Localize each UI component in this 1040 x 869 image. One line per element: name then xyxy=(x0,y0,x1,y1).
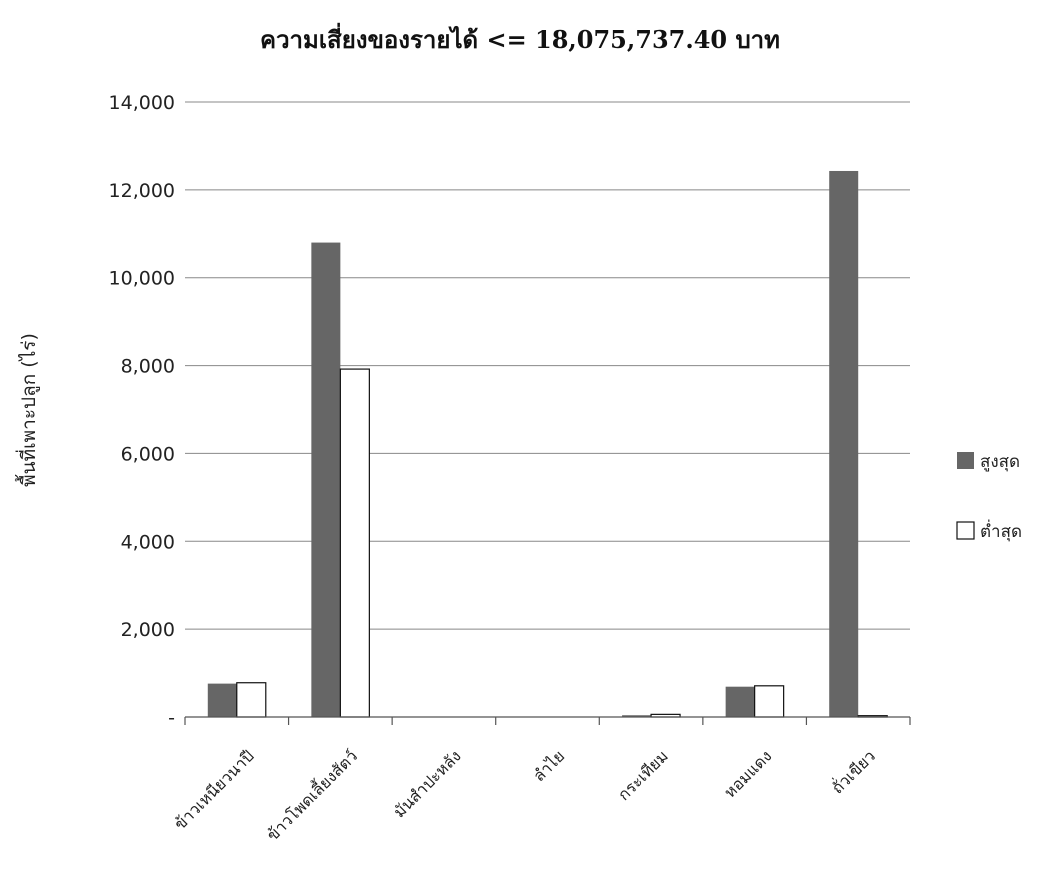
y-tick-label: 8,000 xyxy=(121,356,175,378)
x-tick-label: หอมแดง xyxy=(720,746,775,801)
y-tick-label: 6,000 xyxy=(121,443,175,465)
y-tick-label: 2,000 xyxy=(121,619,175,641)
x-tick-label: ข้าวโพดเลี้ยงสัตว์ xyxy=(261,745,361,845)
bar-max-5 xyxy=(725,686,755,717)
y-tick-label: 12,000 xyxy=(109,180,175,202)
bar-min-1 xyxy=(339,368,370,718)
legend-swatch-min xyxy=(956,521,975,540)
bar-layer xyxy=(207,170,888,718)
chart-title: ความเสี่ยงของรายได้ <= 18,075,737.40 บาท xyxy=(260,22,780,54)
x-tick-label: ลำไย xyxy=(529,746,568,785)
legend: สูงสุดต่ำสุด xyxy=(956,452,1022,542)
legend-swatch-max xyxy=(957,452,974,469)
bar-min-5 xyxy=(754,685,785,718)
y-tick-label: 4,000 xyxy=(121,531,175,553)
y-axis-label: พื้นที่เพาะปลูก (ไร่) xyxy=(15,333,40,487)
y-tick-label: 10,000 xyxy=(109,268,175,290)
x-tick-label: กระเทียม xyxy=(614,746,672,804)
bar-max-6 xyxy=(829,170,859,718)
bar-max-1 xyxy=(311,242,341,718)
bar-max-4 xyxy=(622,715,652,717)
y-tick-label: - xyxy=(168,707,175,729)
y-tick-labels: - 2,000 4,000 6,000 8,000 10,000 12,000 14,000 xyxy=(109,92,175,729)
legend-label-max: สูงสุด xyxy=(980,452,1020,472)
x-tick-label: ข้าวเหนียวนาปี xyxy=(170,746,257,833)
y-tick-label: 14,000 xyxy=(109,92,175,114)
x-tick-label: มันสำปะหลัง xyxy=(390,746,465,821)
legend-label-min: ต่ำสุด xyxy=(980,519,1022,542)
grid-layer xyxy=(185,101,910,630)
bar-max-0 xyxy=(207,683,237,717)
axis-layer xyxy=(184,716,911,725)
bar-min-0 xyxy=(236,682,267,718)
x-tick-label: ถั่วเขียว xyxy=(826,745,879,798)
x-tick-labels: ข้าวเหนียวนาปี ข้าวโพดเลี้ยงสัตว์ มันสำปะห… xyxy=(170,745,879,845)
